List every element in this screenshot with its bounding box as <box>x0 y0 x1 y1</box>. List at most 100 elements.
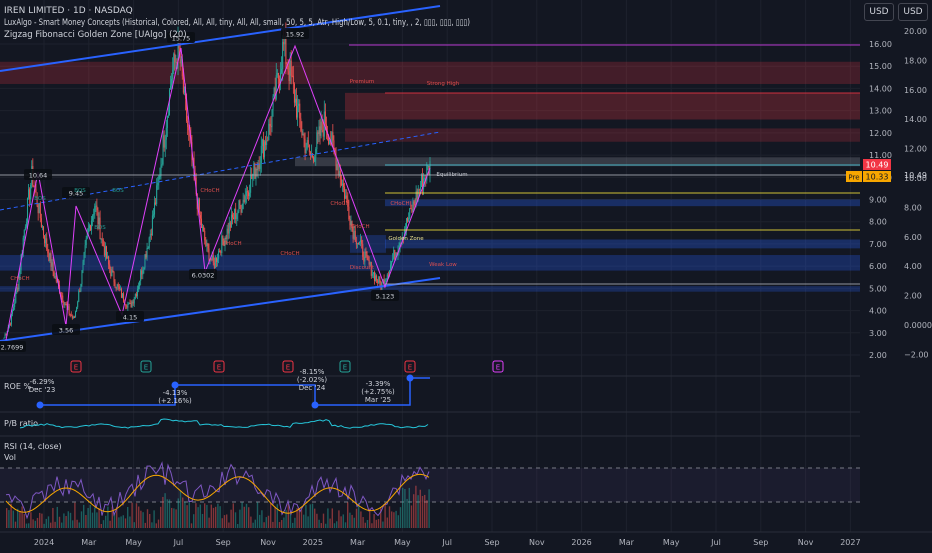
candle-body <box>100 238 102 240</box>
candle-body <box>140 270 142 282</box>
candle-body <box>237 211 239 215</box>
currency-button-right[interactable]: USD <box>898 3 928 21</box>
volume-bar <box>243 506 245 528</box>
volume-bar <box>217 503 219 528</box>
candle-body <box>122 293 124 298</box>
candle-body <box>288 71 290 82</box>
smc-zone <box>385 239 860 249</box>
currency-button-left[interactable]: USD <box>864 3 894 21</box>
candle-body <box>233 217 235 219</box>
time-axis-label: Jul <box>710 538 721 547</box>
volume-bar <box>373 514 375 528</box>
indicator-smc-legend[interactable]: LuxAlgo - Smart Money Concepts (Historic… <box>4 18 470 28</box>
candle-body <box>17 288 19 290</box>
zigzag-label-bg <box>62 187 90 198</box>
candle-body <box>294 98 296 103</box>
candle-body <box>260 145 262 164</box>
candle-body <box>285 35 287 65</box>
candle-body <box>268 123 270 141</box>
candle-body <box>254 163 256 179</box>
candle-body <box>97 210 99 225</box>
candle-body <box>271 109 273 128</box>
candle-body <box>161 163 163 166</box>
volume-bar <box>228 522 230 528</box>
candle-body <box>76 307 78 312</box>
price-axis-label-outer: −2.00 <box>904 350 929 359</box>
smc-label: BOS <box>74 188 86 194</box>
candle-body <box>172 69 174 80</box>
time-axis-label: Nov <box>260 538 276 547</box>
time-axis-label: Mar <box>81 538 97 547</box>
earnings-marker <box>492 360 504 373</box>
candle-body <box>167 115 169 117</box>
candle-body <box>375 275 377 281</box>
roe-callout-text: -6.29% <box>30 378 55 386</box>
candle-body <box>49 253 51 262</box>
price-axis-label-inner: 3.00 <box>869 329 887 338</box>
candle-body <box>142 269 144 275</box>
volume-bar <box>338 510 340 528</box>
candle-body <box>112 270 114 272</box>
volume-bar <box>415 485 417 528</box>
volume-bar <box>19 510 21 528</box>
candle-body <box>371 274 373 276</box>
volume-bar <box>204 503 206 528</box>
volume-bar <box>292 522 294 528</box>
volume-bar <box>157 519 160 528</box>
candle-body <box>110 268 112 277</box>
candle-body <box>87 228 89 233</box>
candle-body <box>241 208 243 213</box>
candle-body <box>262 139 264 158</box>
candle-body <box>116 284 118 289</box>
volume-bar <box>300 509 303 528</box>
candle-body <box>250 175 252 193</box>
candle-body <box>415 191 417 206</box>
volume-bar <box>349 512 351 528</box>
candle-body <box>412 201 414 212</box>
earnings-marker <box>282 360 294 373</box>
volume-bar <box>23 514 25 528</box>
volume-bar <box>190 523 193 528</box>
candle-body <box>150 233 152 235</box>
candle-body <box>160 165 162 176</box>
time-axis-label: Jul <box>173 538 184 547</box>
candle-body <box>341 183 343 186</box>
zigzag-label: 5.123 <box>376 293 395 301</box>
volume-bar <box>311 503 314 528</box>
volume-bar <box>146 509 149 528</box>
candle-body <box>33 186 35 188</box>
candle-body <box>36 192 38 206</box>
volume-bar <box>239 509 241 528</box>
earnings-marker <box>213 360 225 373</box>
candle-body <box>312 154 314 157</box>
candle-body <box>289 60 291 82</box>
candle-body <box>316 132 318 149</box>
volume-bar <box>32 519 34 528</box>
candle-body <box>207 243 209 249</box>
candle-body <box>147 247 149 249</box>
roe-callout-text: Dec '24 <box>299 384 326 392</box>
candle-body <box>298 103 300 106</box>
smc-zone <box>345 128 860 142</box>
candle-body <box>293 84 295 103</box>
volume-bar <box>8 510 10 528</box>
volume-bar <box>98 507 100 528</box>
price-axis-label-inner: 15.00 <box>869 62 892 71</box>
candle-body <box>85 238 87 246</box>
volume-bar <box>256 502 259 528</box>
volume-bar <box>160 506 162 528</box>
candle-body <box>205 240 207 246</box>
candle-body <box>302 134 304 136</box>
candle-body <box>115 287 117 289</box>
indicator-zigzag-legend[interactable]: Zigzag Fibonacci Golden Zone [UAlgo] (20… <box>4 30 187 40</box>
candle-body <box>350 221 352 226</box>
volume-bar <box>369 508 371 528</box>
candle-body <box>107 256 109 259</box>
volume-bar <box>298 508 300 528</box>
volume-bar <box>309 504 311 528</box>
volume-bar <box>105 515 107 528</box>
candle-body <box>214 257 216 268</box>
candle-body <box>77 301 79 308</box>
